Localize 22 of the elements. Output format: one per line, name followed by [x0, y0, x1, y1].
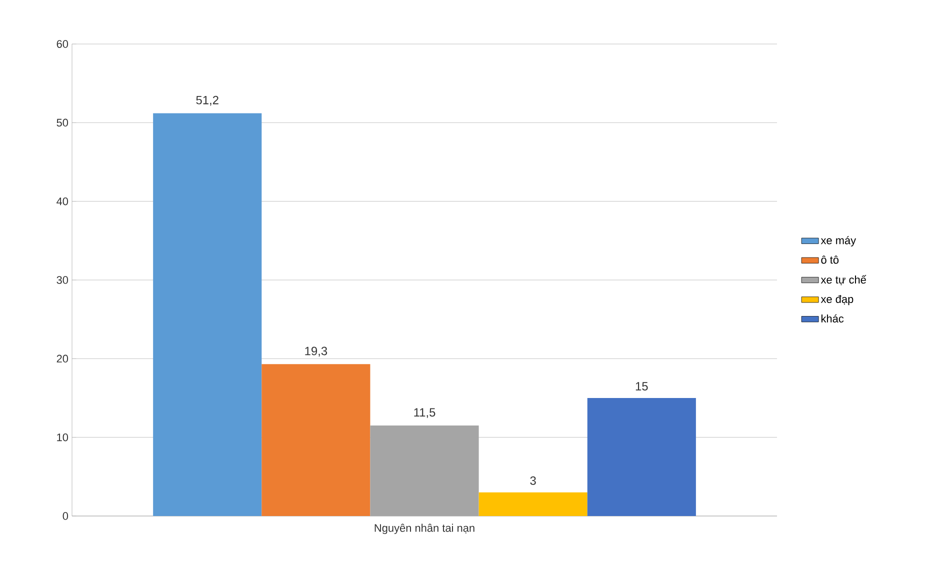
y-tick-label: 50 [56, 118, 68, 127]
data-label: 51,2 [196, 96, 218, 106]
data-label: 3 [530, 476, 536, 485]
y-tick-label: 60 [56, 40, 68, 48]
data-label: 11,5 [414, 408, 436, 418]
data-label: 19,3 [305, 346, 328, 357]
legend-label: ô tô [821, 256, 839, 264]
x-tick-label: Nguyên nhân tai nạn [374, 524, 474, 534]
bar [153, 113, 262, 516]
legend-label: xe tự chế [820, 275, 866, 286]
bar [587, 398, 696, 516]
data-label: 15 [636, 382, 648, 390]
y-tick-label: 20 [56, 354, 68, 363]
legend-label: xe đạp [820, 294, 854, 306]
legend-label: xe máy [820, 236, 856, 246]
y-tick-label: 0 [62, 512, 68, 520]
legend-label: khác [821, 314, 844, 323]
y-tick-label: 10 [57, 433, 68, 442]
bar [478, 492, 588, 516]
y-tick-label: 40 [56, 197, 68, 206]
y-tick-label: 30 [56, 276, 68, 284]
bar [262, 364, 370, 516]
